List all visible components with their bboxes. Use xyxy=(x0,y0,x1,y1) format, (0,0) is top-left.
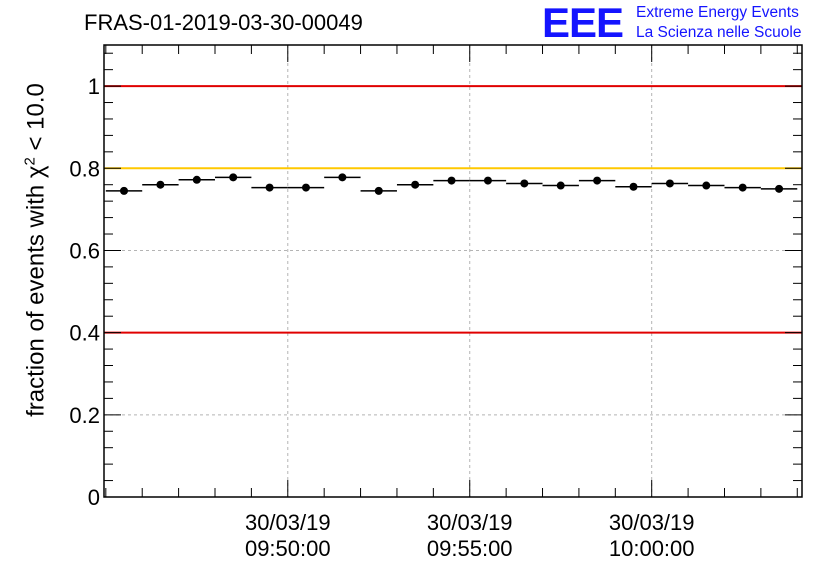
x-tick-label-date: 30/03/19 xyxy=(609,510,695,535)
data-series xyxy=(105,173,798,195)
data-point xyxy=(120,186,129,195)
y-axis-label-suffix: < 10.0 xyxy=(22,83,50,158)
logo-text-line1: Extreme Energy Events xyxy=(636,4,799,21)
y-tick-label: 0 xyxy=(88,485,100,510)
data-point xyxy=(338,173,347,182)
axis-ticks xyxy=(104,45,802,498)
data-point xyxy=(629,182,638,191)
x-tick-label-time: 10:00:00 xyxy=(609,536,695,561)
x-tick-label-time: 09:55:00 xyxy=(427,536,513,561)
data-point xyxy=(702,181,711,190)
data-point xyxy=(556,181,565,190)
y-axis-label-prefix: fraction of events with xyxy=(22,178,50,417)
eee-logo: EEE Extreme Energy Events La Scienza nel… xyxy=(542,2,832,44)
data-point xyxy=(229,173,238,182)
data-point xyxy=(775,184,784,193)
data-point xyxy=(738,183,747,192)
y-tick-label: 0.2 xyxy=(69,403,100,428)
data-point xyxy=(411,180,420,189)
chart-title: FRAS-01-2019-03-30-00049 xyxy=(84,10,363,35)
plot-frame xyxy=(103,44,803,498)
data-point xyxy=(301,183,310,192)
data-point xyxy=(374,186,383,195)
x-tick-label-time: 09:50:00 xyxy=(245,536,331,561)
data-point xyxy=(483,176,492,185)
y-tick-label: 1 xyxy=(88,74,100,99)
grid-layer xyxy=(104,45,802,497)
y-tick-labels: 0 0.2 0.4 0.6 0.8 1 xyxy=(69,74,100,510)
x-tick-labels: 30/03/1909:50:0030/03/1909:55:0030/03/19… xyxy=(245,510,695,561)
y-axis-label-exponent: 2 xyxy=(21,157,39,166)
data-point xyxy=(520,179,529,188)
data-point xyxy=(665,179,674,188)
y-tick-label: 0.6 xyxy=(69,238,100,263)
reference-lines xyxy=(104,85,802,334)
data-point xyxy=(447,176,456,185)
x-tick-label-date: 30/03/19 xyxy=(245,510,331,535)
data-point xyxy=(156,180,165,189)
data-point xyxy=(593,176,602,185)
x-tick-label-date: 30/03/19 xyxy=(427,510,513,535)
y-tick-label: 0.4 xyxy=(69,321,100,346)
data-point xyxy=(192,175,201,184)
eee-logo-mark: EEE xyxy=(542,0,624,46)
y-axis-label: fraction of events with χ2 < 10.0 xyxy=(22,83,51,417)
logo-text-line2: La Scienza nelle Scuole xyxy=(636,24,802,41)
y-tick-label: 0.8 xyxy=(69,156,100,181)
y-axis-label-symbol: χ xyxy=(22,165,50,179)
data-point xyxy=(265,183,274,192)
